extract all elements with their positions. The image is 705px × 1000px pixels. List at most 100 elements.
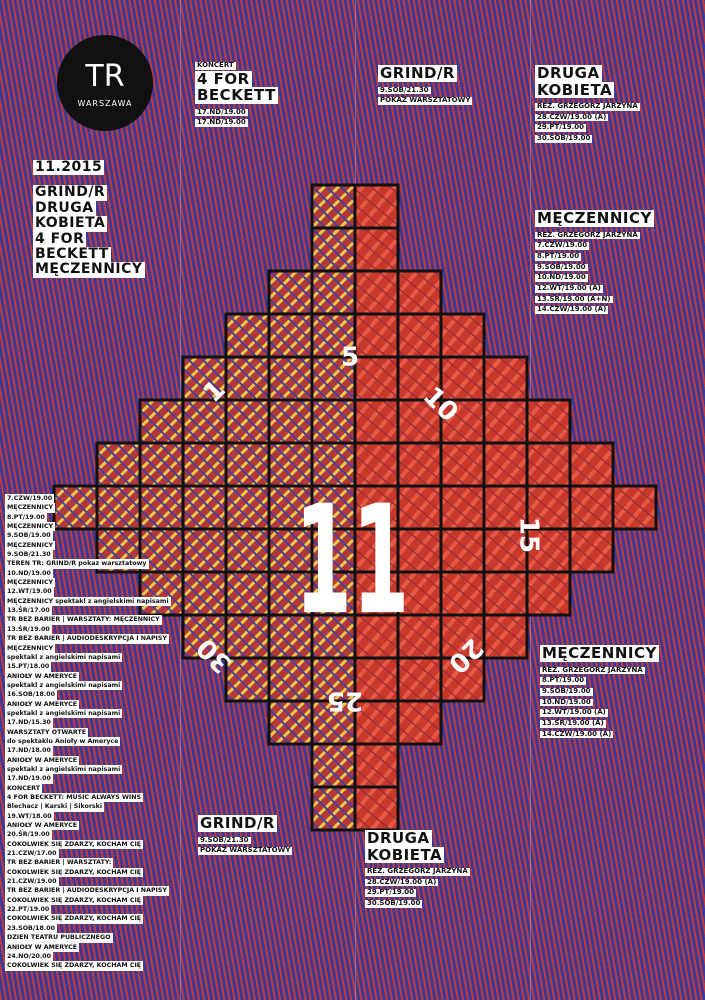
diamond-cell <box>396 527 443 574</box>
header-title: 4 FOR <box>33 230 87 247</box>
dial-center: 11 <box>295 473 410 648</box>
diamond-cell <box>525 527 572 574</box>
schedule-line: spektakl z angielskimi napisami <box>5 680 123 691</box>
block-heading: DRUGA <box>535 64 602 82</box>
schedule-line: TEREN TR: GRIND/R pokaz warsztatowy <box>5 559 149 569</box>
block-line: 9.SOB/19.00 <box>535 262 588 272</box>
diamond-cell <box>439 527 486 574</box>
block-line: 12.WT/19.00 (A) <box>540 708 608 717</box>
block-line: REŻ. GRZEGORZ JARZYNA <box>540 665 645 675</box>
diamond-cell <box>224 355 271 402</box>
schedule-line: DZIEŃ TEATRU PUBLICZNEGO <box>5 933 113 943</box>
schedule-line: COKOLWIEK SIĘ ZDARZY, KOCHAM CIĘ <box>5 961 144 971</box>
diamond-cell <box>267 699 314 746</box>
block-line: 28.CZW/19.00 (A) <box>365 877 439 887</box>
diamond-cell <box>310 484 357 531</box>
schedule-line: 13.ŚR/17.00 <box>5 606 52 616</box>
diamond-cell <box>224 484 271 531</box>
schedule-line: 9.SOB/21.30 <box>5 550 53 560</box>
block-line: 10.ND/19.00 <box>535 273 588 282</box>
schedule-line: 21.CZW/19.00 <box>5 877 59 887</box>
schedule-line: 19.WT/18.00 <box>5 811 54 822</box>
schedule-line: TR BEZ BARIER | AUDIODESKRYPCJA I NAPISY <box>5 634 169 644</box>
schedule-line: COKOLWIEK SIĘ ZDARZY, KOCHAM CIĘ <box>5 867 144 878</box>
schedule-line: COKOLWIEK SIĘ ZDARZY, KOCHAM CIĘ <box>5 914 144 924</box>
schedule-line: ANIOŁY W AMERYCE <box>5 671 79 681</box>
schedule-line: 15.PT/18.00 <box>5 662 52 672</box>
block-heading: DRUGA <box>365 829 432 847</box>
diamond-cell <box>482 570 529 617</box>
schedule-line: MĘCZENNICY <box>5 522 56 532</box>
diamond-cell <box>224 398 271 445</box>
schedule-line: 10.ND/19.00 <box>5 568 53 579</box>
schedule-line: 13.ŚR/19.00 <box>5 624 52 635</box>
diamond-cell <box>353 355 400 402</box>
schedule-line: do spektaklu Anioły w Ameryce <box>5 736 121 747</box>
header-title: MĘCZENNICY <box>33 261 145 278</box>
block-line: POKAZ WARSZTATOWY <box>198 846 293 855</box>
block-line: 13.ŚR/19.00 (A) <box>540 718 606 728</box>
header-title: KOBIETA <box>33 215 108 232</box>
diamond-cell <box>267 570 314 617</box>
schedule-line: 17.ND/18.00 <box>5 746 53 756</box>
diamond-cell <box>611 484 658 531</box>
schedule-line: TR BEZ BARIER | WARSZTATY: MĘCZENNICY <box>5 615 162 625</box>
block-heading: BECKETT <box>195 86 278 105</box>
header-title: BECKETT <box>33 245 111 263</box>
diamond-cell <box>482 613 529 660</box>
block-heading: GRIND/R <box>378 64 457 82</box>
diamond-cell <box>138 570 185 617</box>
event-block: GRIND/R 9.SOB/21.30 POKAZ WARSZTATOWY <box>198 814 293 858</box>
diamond-cell <box>310 785 357 832</box>
schedule-line: 8.PT/19.00 <box>5 512 47 523</box>
schedule-line: TR BEZ BARIER | AUDIODESKRYPCJA I NAPISY <box>5 886 169 896</box>
schedule-line: 20.ŚR/19.00 <box>5 830 52 840</box>
block-heading: 4 FOR <box>195 69 252 88</box>
header: 11.2015 GRIND/R DRUGA KOBIETA 4 FOR BECKETT MĘ… <box>33 159 145 278</box>
schedule-line: COKOLWIEK SIĘ ZDARZY, KOCHAM CIĘ <box>5 895 144 906</box>
block-line: 17.ND/19.00 <box>195 107 248 117</box>
schedule-line: 17.ND/15.30 <box>5 718 53 728</box>
schedule-line: MĘCZENNICY <box>5 503 56 513</box>
diamond-cell <box>396 570 443 617</box>
block-line: REŻ. GRZEGORZ JARZYNA <box>535 102 640 111</box>
diamond-cell <box>310 742 357 789</box>
diamond-cell <box>181 527 228 574</box>
schedule-line: ANIOŁY W AMERYCE <box>5 942 79 952</box>
diamond-cell <box>353 742 400 789</box>
block-line: 10.ND/19.00 <box>540 697 593 707</box>
schedule-line: 9.SOB/19.00 <box>5 531 53 541</box>
diamond-cell <box>267 312 314 359</box>
diamond-cell <box>353 269 400 316</box>
block-heading: GRIND/R <box>198 814 277 832</box>
block-line: 17.ND/19.00 <box>195 118 248 128</box>
schedule: 7.CZW/19.00 MĘCZENNICY 8.PT/19.00 MĘCZENNIC… <box>5 494 171 971</box>
logo-title: TR <box>84 59 124 94</box>
diamond-cell <box>396 656 443 703</box>
logo-circle <box>57 35 153 131</box>
event-block: GRIND/R 9.SOB/21.30 POKAZ WARSZTATOWY <box>378 64 473 108</box>
schedule-line: 12.WT/19.00 <box>5 587 54 597</box>
block-line: 30.SOB/19.00 <box>365 899 423 908</box>
diamond-cell <box>525 441 572 488</box>
diamond-cell <box>439 484 486 531</box>
block-line: 9.SOB/19.00 <box>540 686 593 696</box>
block-line: POKAZ WARSZTATOWY <box>378 96 473 105</box>
diamond-cell <box>138 398 185 445</box>
schedule-line: spektakl z angielskimi napisami <box>5 708 123 719</box>
schedule-line: COKOLWIEK SIĘ ZDARZY, KOCHAM CIĘ <box>5 839 144 850</box>
block-line: 8.PT/19.00 <box>540 676 587 685</box>
block-line: 13.ŚR/19.00 (A+N) <box>535 294 613 304</box>
diamond-cell <box>224 441 271 488</box>
schedule-line: ANIOŁY W AMERYCE <box>5 821 79 831</box>
block-line: 12.WT/19.00 (A) <box>535 283 603 293</box>
schedule-line: 24.NO/20.00 <box>5 951 53 962</box>
diamond-cell <box>353 785 400 832</box>
diamond-cell <box>482 355 529 402</box>
diamond-cell <box>181 570 228 617</box>
block-line: 30.SOB/19.00 <box>535 134 593 143</box>
diamond-cell <box>353 312 400 359</box>
schedule-line: KONCERT <box>5 783 43 793</box>
schedule-line: ANIOŁY W AMERYCE <box>5 699 79 709</box>
